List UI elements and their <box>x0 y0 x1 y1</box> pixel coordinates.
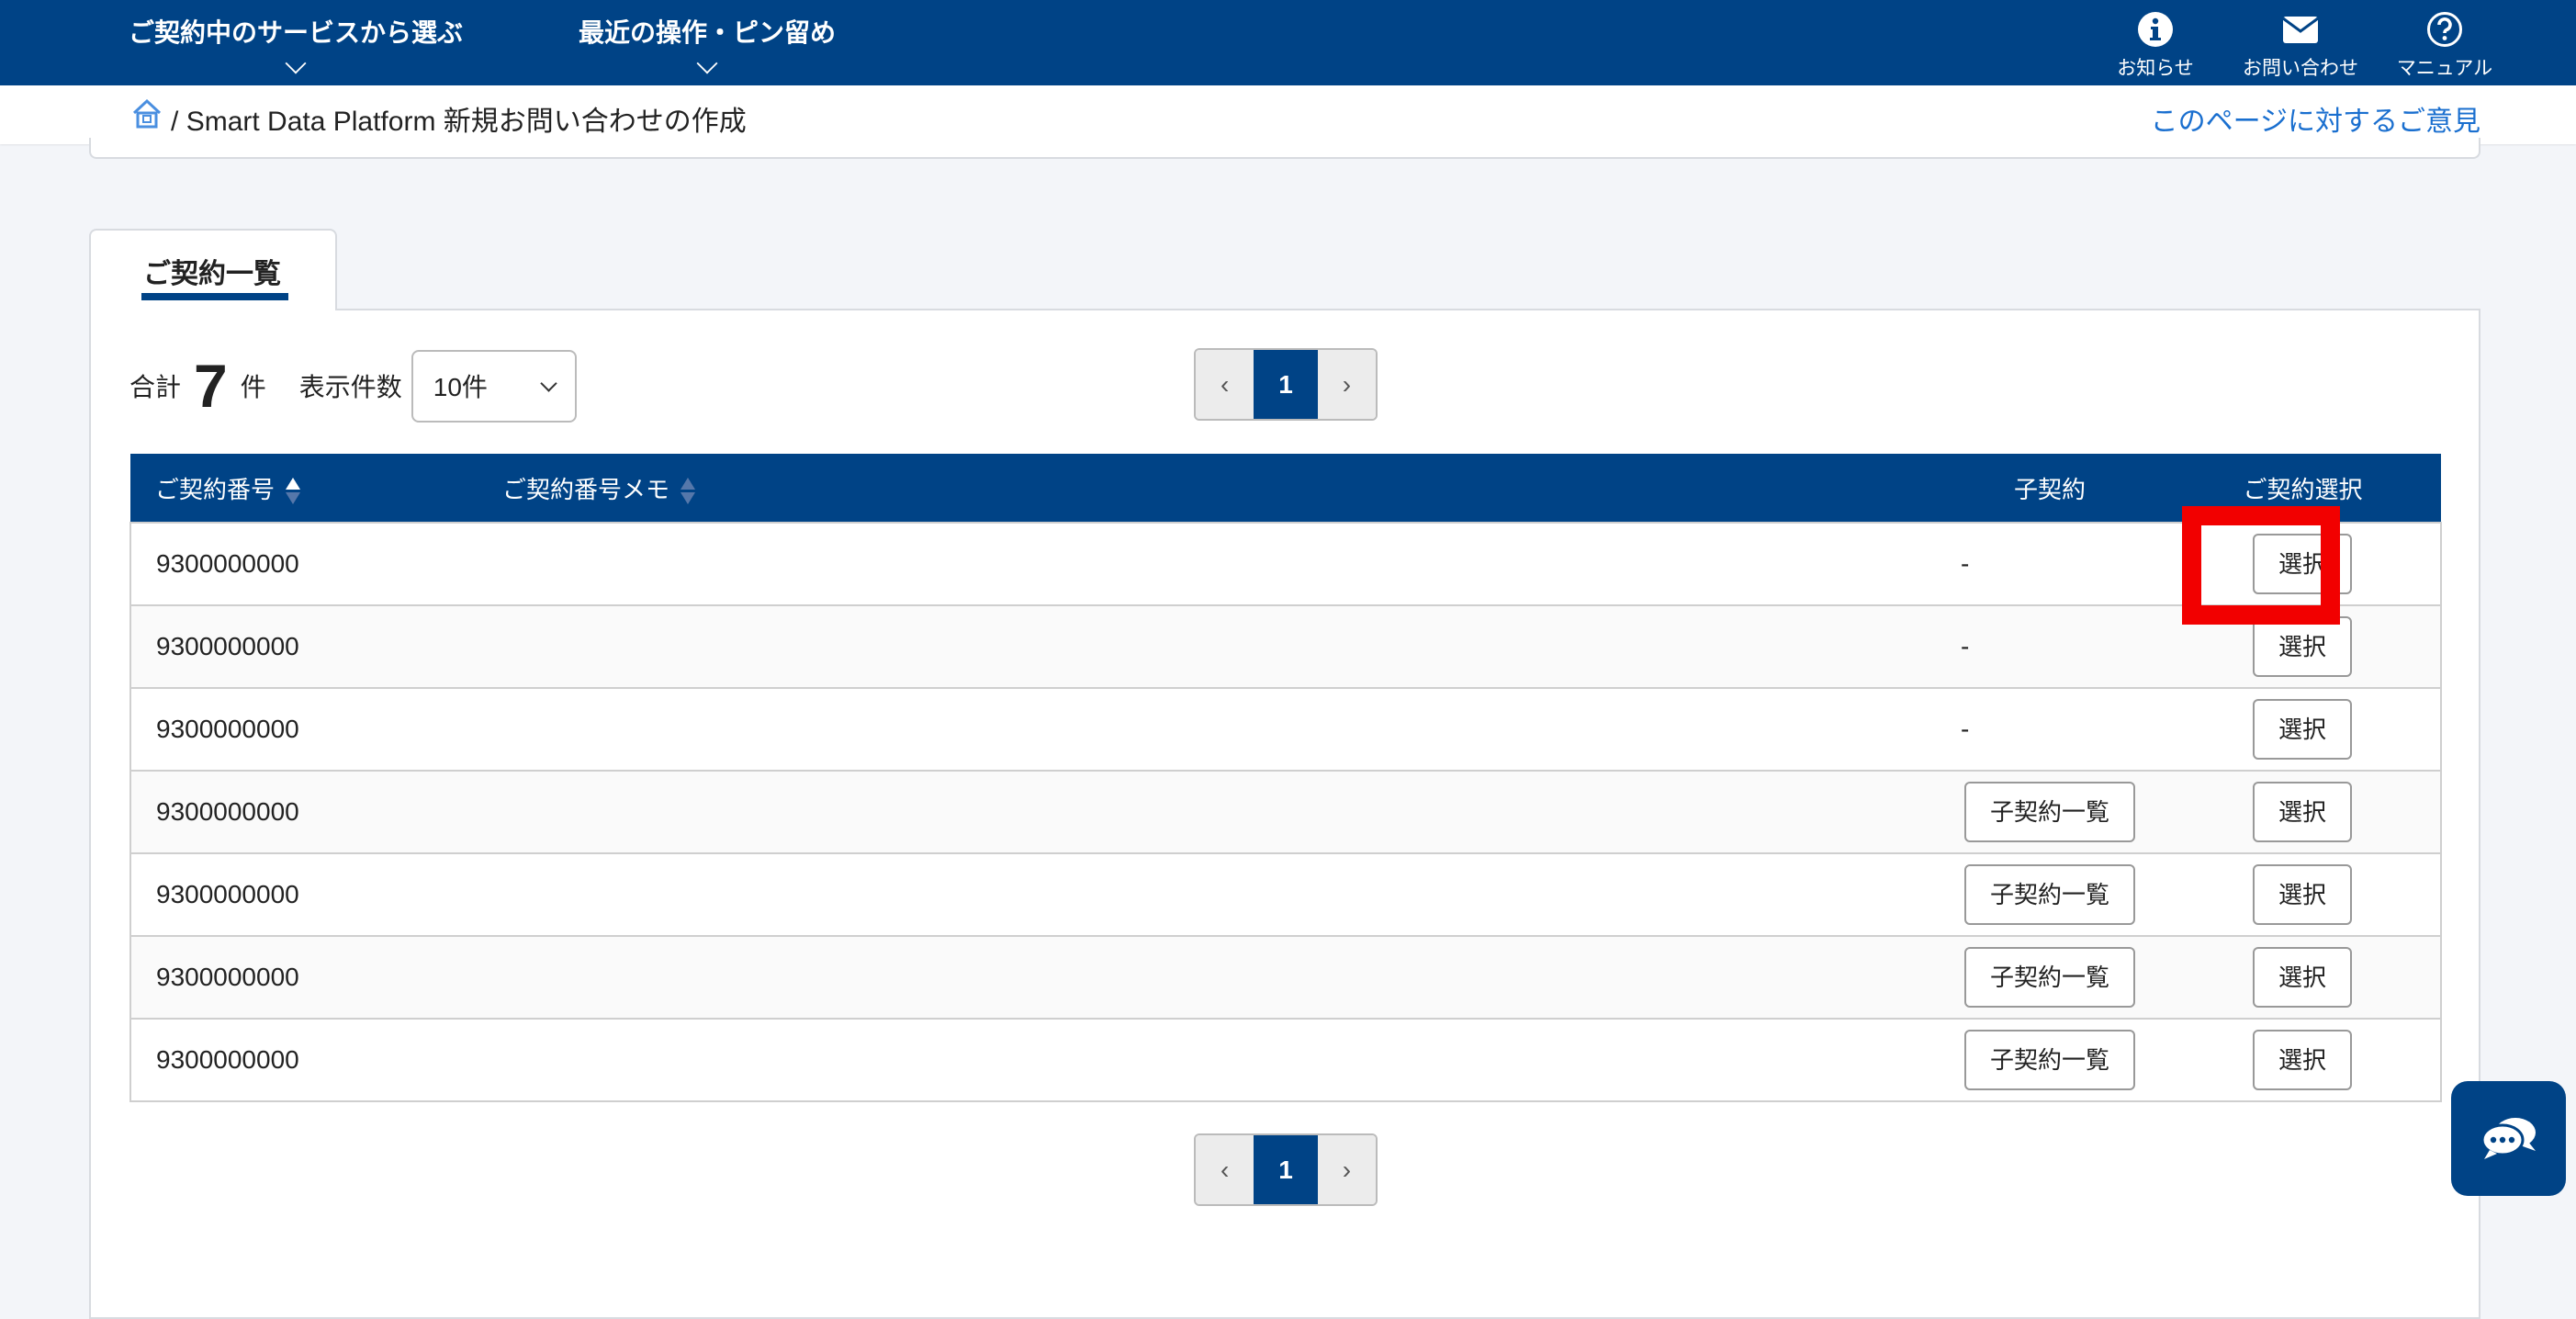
child-contract-cell: 子契約一覧 <box>1935 770 2165 853</box>
feedback-link[interactable]: このページに対するご意見 <box>2150 107 2480 137</box>
child-contract-cell: - <box>1935 687 2165 771</box>
select-cell: 選択 <box>2165 935 2441 1019</box>
pagination-bottom: ‹ 1 › <box>1194 1133 1378 1206</box>
contract-memo <box>502 770 1935 853</box>
child-contract-cell: 子契約一覧 <box>1935 852 2165 936</box>
contract-memo <box>502 522 1935 605</box>
contract-memo <box>502 604 1935 688</box>
table-row: 9300000000 - 選択 <box>130 604 2441 688</box>
next-page-button[interactable]: › <box>1317 1135 1376 1204</box>
nav-contracted-services[interactable]: ご契約中のサービスから選ぶ <box>129 13 464 74</box>
select-button[interactable]: 選択 <box>2252 1030 2352 1090</box>
contract-memo <box>502 852 1935 936</box>
mail-icon <box>2282 17 2319 43</box>
per-page-select[interactable]: 10件 <box>411 349 577 423</box>
total-label: 合計 <box>129 373 182 401</box>
select-cell: 選択 <box>2165 852 2441 936</box>
card-edge <box>89 138 2480 159</box>
sort-icon[interactable] <box>681 478 696 505</box>
tab-label: ご契約一覧 <box>143 259 281 289</box>
manual-button[interactable]: マニュアル <box>2371 11 2518 81</box>
page-1-button[interactable]: 1 <box>1254 350 1318 419</box>
contract-table: ご契約番号 ご契約番号メモ 子契約 ご契約選択 9300000000 - 選択 9… <box>129 454 2442 1102</box>
select-button[interactable]: 選択 <box>2252 864 2352 925</box>
help-icon <box>2427 12 2462 47</box>
chat-icon <box>2480 1117 2536 1159</box>
summary: 合計 7 件 表示件数 10件 <box>129 349 577 423</box>
select-cell: 選択 <box>2165 770 2441 853</box>
breadcrumb-separator: / <box>171 107 179 137</box>
total-count: 7 <box>194 352 228 420</box>
table-row: 9300000000 子契約一覧 選択 <box>130 935 2441 1019</box>
contact-button[interactable]: お問い合わせ <box>2227 11 2374 81</box>
home-icon[interactable] <box>131 98 163 130</box>
breadcrumb-current: Smart Data Platform 新規お問い合わせの作成 <box>186 107 747 137</box>
per-page-value: 10件 <box>433 373 488 401</box>
page-1-button[interactable]: 1 <box>1254 1135 1318 1204</box>
child-contract-list-button[interactable]: 子契約一覧 <box>1963 1030 2135 1090</box>
contract-number: 9300000000 <box>130 1018 502 1102</box>
contract-number: 9300000000 <box>130 770 502 853</box>
child-contract-list-button[interactable]: 子契約一覧 <box>1963 864 2135 925</box>
tab-contract-list[interactable]: ご契約一覧 <box>89 229 337 310</box>
notifications-label: お知らせ <box>2117 58 2194 79</box>
child-contract-value: - <box>1961 632 1970 660</box>
select-button[interactable]: 選択 <box>2252 699 2352 760</box>
table-row: 9300000000 子契約一覧 選択 <box>130 770 2441 853</box>
nav-recent-pinned[interactable]: 最近の操作・ピン留め <box>579 13 837 74</box>
per-page-label: 表示件数 <box>298 373 402 401</box>
child-contract-value: - <box>1961 715 1970 743</box>
pagination-top: ‹ 1 › <box>1194 348 1378 421</box>
select-cell: 選択 <box>2165 687 2441 771</box>
contract-number: 9300000000 <box>130 522 502 605</box>
header-label: ご契約番号メモ <box>502 475 670 503</box>
contract-number: 9300000000 <box>130 687 502 771</box>
select-button[interactable]: 選択 <box>2252 782 2352 842</box>
child-contract-list-button[interactable]: 子契約一覧 <box>1963 947 2135 1008</box>
col-contract-memo[interactable]: ご契約番号メモ <box>502 454 1935 523</box>
child-contract-cell: - <box>1935 604 2165 688</box>
table-row: 9300000000 - 選択 <box>130 687 2441 771</box>
select-button[interactable]: 選択 <box>2252 947 2352 1008</box>
contact-label: お問い合わせ <box>2243 58 2358 79</box>
contract-memo <box>502 1018 1935 1102</box>
chevron-down-icon <box>696 52 718 74</box>
contract-memo <box>502 935 1935 1019</box>
chevron-down-icon <box>285 52 307 74</box>
child-contract-cell: - <box>1935 522 2165 605</box>
highlight-box <box>2182 506 2340 625</box>
table-row: 9300000000 子契約一覧 選択 <box>130 1018 2441 1102</box>
breadcrumb: / Smart Data Platform 新規お問い合わせの作成 このページに… <box>0 85 2576 144</box>
nav-label: ご契約中のサービスから選ぶ <box>129 18 464 47</box>
total-unit: 件 <box>240 373 266 401</box>
select-cell: 選択 <box>2165 1018 2441 1102</box>
child-contract-list-button[interactable]: 子契約一覧 <box>1963 782 2135 842</box>
col-child-contract: 子契約 <box>1935 454 2165 523</box>
next-page-button[interactable]: › <box>1317 350 1376 419</box>
contract-number: 9300000000 <box>130 604 502 688</box>
table-row: 9300000000 - 選択 <box>130 522 2441 605</box>
nav-label: 最近の操作・ピン留め <box>579 18 837 47</box>
child-contract-cell: 子契約一覧 <box>1935 935 2165 1019</box>
table-row: 9300000000 子契約一覧 選択 <box>130 852 2441 936</box>
child-contract-value: - <box>1961 549 1970 578</box>
header-label: ご契約番号 <box>155 475 276 503</box>
select-button[interactable]: 選択 <box>2252 616 2352 677</box>
chat-button[interactable] <box>2451 1081 2566 1196</box>
contract-number: 9300000000 <box>130 935 502 1019</box>
child-contract-cell: 子契約一覧 <box>1935 1018 2165 1102</box>
prev-page-button[interactable]: ‹ <box>1196 350 1254 419</box>
notifications-button[interactable]: お知らせ <box>2082 11 2229 81</box>
prev-page-button[interactable]: ‹ <box>1196 1135 1254 1204</box>
sort-icon[interactable] <box>286 478 301 505</box>
chevron-down-icon <box>540 374 557 392</box>
top-header: ご契約中のサービスから選ぶ 最近の操作・ピン留め お知らせ お問い合わせ マニュ… <box>0 0 2576 85</box>
tab-active-indicator <box>141 293 288 300</box>
col-contract-number[interactable]: ご契約番号 <box>130 454 502 523</box>
contract-memo <box>502 687 1935 771</box>
info-icon <box>2138 12 2173 47</box>
contract-number: 9300000000 <box>130 852 502 936</box>
manual-label: マニュアル <box>2396 58 2493 79</box>
